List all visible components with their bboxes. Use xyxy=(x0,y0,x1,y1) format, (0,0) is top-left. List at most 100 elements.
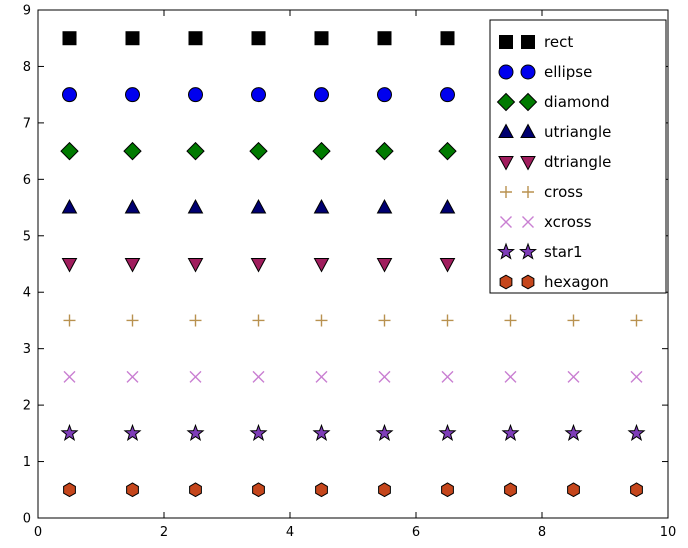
x-tick-label-3: 6 xyxy=(412,525,420,540)
marker-cross-0 xyxy=(63,314,76,327)
marker-hexagon-6 xyxy=(441,482,454,498)
marker-xcross-1 xyxy=(126,370,139,383)
marker-rect-2 xyxy=(188,31,203,46)
legend-marker-cross-1 xyxy=(522,186,534,198)
marker-dtriangle-2 xyxy=(187,258,204,273)
legend-marker-ellipse-0 xyxy=(498,64,514,80)
marker-star1-4 xyxy=(312,423,331,441)
marker-diamond-3 xyxy=(249,141,268,161)
marker-dtriangle-1 xyxy=(124,258,141,273)
x-tick-label-1: 2 xyxy=(160,525,168,540)
y-tick-label-2: 2 xyxy=(23,399,31,414)
marker-hexagon-5 xyxy=(378,482,391,498)
legend-marker-hexagon-1 xyxy=(521,274,535,290)
marker-star1-2 xyxy=(186,423,205,441)
legend-marker-cross-0 xyxy=(500,186,512,198)
marker-star1-3 xyxy=(249,423,268,441)
marker-utriangle-5 xyxy=(376,199,393,214)
legend-marker-star1-0 xyxy=(496,242,516,260)
marker-diamond-0 xyxy=(60,141,79,161)
marker-utriangle-0 xyxy=(61,199,78,214)
legend-marker-diamond-0 xyxy=(496,92,516,112)
marker-ellipse-6 xyxy=(440,87,455,103)
y-tick-label-3: 3 xyxy=(23,342,31,357)
marker-dtriangle-3 xyxy=(250,258,267,273)
legend-marker-diamond-1 xyxy=(518,92,538,112)
legend-box xyxy=(489,19,667,294)
marker-ellipse-2 xyxy=(188,87,203,103)
marker-hexagon-4 xyxy=(315,482,328,498)
marker-xcross-3 xyxy=(252,370,265,383)
marker-hexagon-0 xyxy=(63,482,76,498)
legend-label-cross: cross xyxy=(544,183,583,201)
marker-xcross-6 xyxy=(441,370,454,383)
legend-marker-dtriangle-1 xyxy=(520,156,536,171)
marker-rect-3 xyxy=(251,31,266,46)
marker-xcross-8 xyxy=(567,370,580,383)
legend-label-rect: rect xyxy=(544,33,573,51)
legend-marker-xcross-0 xyxy=(500,216,512,228)
marker-utriangle-4 xyxy=(313,199,330,214)
marker-utriangle-2 xyxy=(187,199,204,214)
marker-cross-7 xyxy=(504,314,517,327)
marker-dtriangle-5 xyxy=(376,258,393,273)
marker-diamond-1 xyxy=(123,141,142,161)
marker-star1-1 xyxy=(123,423,142,441)
legend-label-diamond: diamond xyxy=(544,93,610,111)
legend-marker-xcross-1 xyxy=(522,216,534,228)
marker-star1-5 xyxy=(375,423,394,441)
marker-star1-8 xyxy=(564,423,583,441)
marker-utriangle-3 xyxy=(250,199,267,214)
legend-marker-hexagon-0 xyxy=(499,274,513,290)
legend-marker-dtriangle-0 xyxy=(498,156,514,171)
y-tick-label-1: 1 xyxy=(23,455,31,470)
y-tick-label-7: 7 xyxy=(23,116,31,131)
y-tick-label-8: 8 xyxy=(23,60,31,75)
marker-diamond-2 xyxy=(186,141,205,161)
marker-cross-4 xyxy=(315,314,328,327)
marker-utriangle-1 xyxy=(124,199,141,214)
marker-diamond-6 xyxy=(438,141,457,161)
legend-label-xcross: xcross xyxy=(544,213,592,231)
marker-ellipse-0 xyxy=(62,87,77,103)
marker-dtriangle-4 xyxy=(313,258,330,273)
marker-xcross-5 xyxy=(378,370,391,383)
y-tick-label-9: 9 xyxy=(23,4,31,19)
legend-marker-rect-1 xyxy=(521,35,535,49)
marker-xcross-9 xyxy=(630,370,643,383)
y-tick-label-0: 0 xyxy=(23,512,31,527)
marker-hexagon-1 xyxy=(126,482,139,498)
marker-hexagon-8 xyxy=(567,482,580,498)
legend-marker-utriangle-1 xyxy=(520,123,536,138)
legend-label-dtriangle: dtriangle xyxy=(544,153,611,171)
axis-frame xyxy=(37,9,669,519)
marker-star1-7 xyxy=(501,423,520,441)
marker-rect-6 xyxy=(440,31,455,46)
marker-xcross-0 xyxy=(63,370,76,383)
legend-label-star1: star1 xyxy=(544,243,583,261)
marker-hexagon-2 xyxy=(189,482,202,498)
legend-marker-ellipse-1 xyxy=(520,64,536,80)
marker-dtriangle-6 xyxy=(439,258,456,273)
legend-marker-rect-0 xyxy=(499,35,513,49)
marker-cross-2 xyxy=(189,314,202,327)
marker-hexagon-3 xyxy=(252,482,265,498)
legend-label-utriangle: utriangle xyxy=(544,123,611,141)
x-tick-label-5: 10 xyxy=(660,525,677,540)
legend: rect ellipse diamond utriangle dtriangle cros… xyxy=(489,19,667,294)
y-tick-label-6: 6 xyxy=(23,173,31,188)
marker-ellipse-5 xyxy=(377,87,392,103)
marker-diamond-4 xyxy=(312,141,331,161)
marker-cross-3 xyxy=(252,314,265,327)
marker-xcross-2 xyxy=(189,370,202,383)
marker-rect-1 xyxy=(125,31,140,46)
marker-dtriangle-0 xyxy=(61,258,78,273)
marker-rect-5 xyxy=(377,31,392,46)
marker-cross-6 xyxy=(441,314,454,327)
marker-hexagon-7 xyxy=(504,482,517,498)
legend-marker-star1-1 xyxy=(518,242,538,260)
marker-hexagon-9 xyxy=(630,482,643,498)
marker-star1-6 xyxy=(438,423,457,441)
x-tick-label-4: 8 xyxy=(538,525,546,540)
